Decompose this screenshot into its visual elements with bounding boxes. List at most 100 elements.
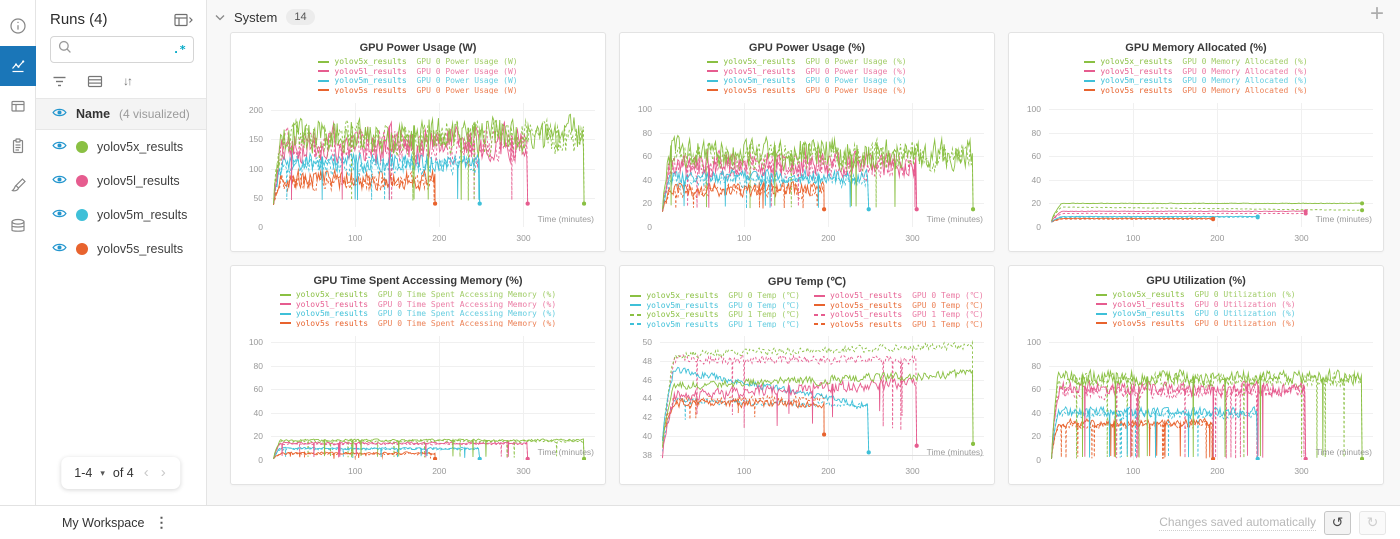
runs-name-header[interactable]: Name (4 visualized) bbox=[36, 98, 206, 130]
x-tick-label: 200 bbox=[432, 466, 447, 476]
chart-panel-gpu-memory-allocated[interactable]: GPU Memory Allocated (%) yolov5x_results… bbox=[1008, 32, 1384, 252]
legend-item[interactable]: yolov5l_results GPU 0 Power Usage (W) bbox=[318, 67, 518, 77]
legend-item[interactable]: yolov5m_results GPU 0 Utilization (%) bbox=[1096, 309, 1296, 319]
run-color-dot[interactable] bbox=[76, 209, 88, 221]
sort-icon[interactable]: ↓↑ bbox=[123, 74, 133, 88]
legend-item[interactable]: yolov5m_results GPU 0 Temp (℃) bbox=[630, 301, 800, 311]
eye-icon[interactable] bbox=[52, 242, 67, 256]
x-axis-title: Time (minutes) bbox=[537, 214, 594, 224]
legend-item[interactable]: yolov5x_results GPU 0 Temp (℃) bbox=[630, 291, 800, 301]
legend-item[interactable]: yolov5x_results GPU 0 Time Spent Accessi… bbox=[279, 290, 556, 300]
database-icon[interactable] bbox=[0, 206, 36, 246]
x-axis-title: Time (minutes) bbox=[926, 447, 983, 457]
info-icon[interactable] bbox=[0, 6, 36, 46]
runs-table-toggle-icon[interactable] bbox=[174, 13, 194, 27]
y-tick-label: 0 bbox=[258, 222, 263, 232]
x-axis-labels: 100 200 300 bbox=[271, 230, 595, 245]
workspace-name[interactable]: My Workspace bbox=[62, 515, 145, 530]
y-tick-label: 100 bbox=[1026, 103, 1041, 114]
filter-icon[interactable] bbox=[52, 75, 67, 88]
run-color-dot[interactable] bbox=[76, 141, 88, 153]
run-name[interactable]: yolov5l_results bbox=[97, 174, 180, 188]
legend-item[interactable]: yolov5x_results GPU 0 Power Usage (%) bbox=[707, 57, 907, 67]
add-panel-button[interactable]: + bbox=[1369, 0, 1384, 27]
eye-icon[interactable] bbox=[52, 208, 67, 222]
chart-panel-gpu-power-usage-pct[interactable]: GPU Power Usage (%) yolov5x_results GPU … bbox=[619, 32, 995, 252]
legend-item[interactable]: yolov5x_results GPU 1 Temp (℃) bbox=[630, 310, 800, 320]
redo-button[interactable]: ↻ bbox=[1359, 510, 1386, 535]
chart-panel-gpu-temp[interactable]: GPU Temp (℃) yolov5x_results GPU 0 Temp … bbox=[619, 265, 995, 485]
y-tick-label: 20 bbox=[642, 198, 652, 209]
search-input[interactable] bbox=[78, 42, 167, 57]
chart-canvas[interactable] bbox=[271, 336, 595, 460]
undo-button[interactable]: ↺ bbox=[1324, 510, 1351, 535]
legend-item[interactable]: yolov5s_results GPU 1 Temp (℃) bbox=[814, 320, 984, 328]
run-row[interactable]: yolov5x_results bbox=[36, 130, 206, 164]
run-name[interactable]: yolov5m_results bbox=[97, 208, 188, 222]
legend-item[interactable]: yolov5s_results GPU 0 Time Spent Accessi… bbox=[279, 319, 556, 327]
legend-item[interactable]: yolov5l_results GPU 1 Temp (℃) bbox=[814, 310, 984, 320]
chart-panel-gpu-time-accessing-memory[interactable]: GPU Time Spent Accessing Memory (%) yolo… bbox=[230, 265, 606, 485]
run-row[interactable]: yolov5m_results bbox=[36, 198, 206, 232]
regex-toggle[interactable]: .* bbox=[172, 43, 186, 56]
legend-item[interactable]: yolov5m_results GPU 1 Temp (℃) bbox=[630, 320, 800, 328]
legend-item[interactable]: yolov5m_results GPU 0 Power Usage (W) bbox=[318, 76, 518, 86]
legend-item[interactable]: yolov5s_results GPU 0 Power Usage (W) bbox=[318, 86, 518, 94]
panel-grid: GPU Power Usage (W) yolov5x_results GPU … bbox=[230, 32, 1386, 485]
legend-marker-solid bbox=[707, 89, 719, 92]
legend-item[interactable]: yolov5m_results GPU 0 Time Spent Accessi… bbox=[279, 309, 556, 319]
y-tick-label: 80 bbox=[253, 360, 263, 371]
chart-legend: yolov5x_results GPU 0 Memory Allocated (… bbox=[1009, 57, 1383, 94]
workspace-menu-icon[interactable]: ⋮ bbox=[154, 514, 169, 530]
eye-icon[interactable] bbox=[52, 174, 67, 188]
chart-canvas[interactable] bbox=[1049, 103, 1373, 227]
legend-item[interactable]: yolov5l_results GPU 0 Time Spent Accessi… bbox=[279, 300, 556, 310]
page-range[interactable]: 1-4 bbox=[74, 466, 93, 480]
page-range-caret-icon[interactable]: ▾ bbox=[100, 467, 105, 478]
chart-panel-gpu-power-usage-w[interactable]: GPU Power Usage (W) yolov5x_results GPU … bbox=[230, 32, 606, 252]
eye-icon[interactable] bbox=[52, 140, 67, 154]
prev-page-button[interactable]: ‹ bbox=[143, 464, 149, 481]
run-color-dot[interactable] bbox=[76, 175, 88, 187]
chart-canvas[interactable] bbox=[1049, 336, 1373, 460]
y-axis-labels: 0 20 40 60 80 100 bbox=[1015, 103, 1045, 232]
run-name[interactable]: yolov5x_results bbox=[97, 140, 184, 154]
legend-item[interactable]: yolov5l_results GPU 0 Memory Allocated (… bbox=[1084, 67, 1308, 77]
legend-item[interactable]: yolov5s_results GPU 0 Memory Allocated (… bbox=[1084, 86, 1308, 94]
runs-list: yolov5x_results yolov5l_results yolov5m_re… bbox=[36, 130, 206, 266]
chart-legend: yolov5x_results GPU 0 Utilization (%) yol… bbox=[1009, 290, 1383, 327]
clipboard-icon[interactable] bbox=[0, 126, 36, 166]
run-row[interactable]: yolov5l_results bbox=[36, 164, 206, 198]
run-color-dot[interactable] bbox=[76, 243, 88, 255]
legend-item[interactable]: yolov5m_results GPU 0 Power Usage (%) bbox=[707, 76, 907, 86]
run-name[interactable]: yolov5s_results bbox=[97, 242, 184, 256]
run-row[interactable]: yolov5s_results bbox=[36, 232, 206, 266]
legend-marker-solid bbox=[1084, 89, 1096, 92]
legend-item[interactable]: yolov5l_results GPU 0 Temp (℃) bbox=[814, 291, 984, 301]
line-chart-icon[interactable] bbox=[0, 46, 36, 86]
panels-icon[interactable] bbox=[0, 86, 36, 126]
legend-item[interactable]: yolov5l_results GPU 0 Power Usage (%) bbox=[707, 67, 907, 77]
chart-canvas[interactable] bbox=[660, 103, 984, 227]
legend-item[interactable]: yolov5x_results GPU 0 Utilization (%) bbox=[1096, 290, 1296, 300]
y-axis-labels: 0 50 100 150 200 bbox=[237, 103, 267, 232]
x-tick-label: 300 bbox=[905, 233, 920, 243]
chart-canvas[interactable] bbox=[271, 103, 595, 227]
next-page-button[interactable]: › bbox=[160, 464, 166, 481]
group-icon[interactable] bbox=[87, 75, 103, 88]
x-axis-title: Time (minutes) bbox=[1315, 447, 1372, 457]
chart-panel-gpu-utilization[interactable]: GPU Utilization (%) yolov5x_results GPU … bbox=[1008, 265, 1384, 485]
legend-item[interactable]: yolov5s_results GPU 0 Temp (℃) bbox=[814, 301, 984, 311]
y-tick-label: 44 bbox=[642, 393, 652, 404]
eye-icon[interactable] bbox=[52, 107, 67, 121]
legend-marker-solid bbox=[318, 70, 330, 73]
legend-item[interactable]: yolov5l_results GPU 0 Utilization (%) bbox=[1096, 300, 1296, 310]
brush-icon[interactable] bbox=[0, 166, 36, 206]
legend-item[interactable]: yolov5m_results GPU 0 Memory Allocated (… bbox=[1084, 76, 1308, 86]
legend-item[interactable]: yolov5x_results GPU 0 Power Usage (W) bbox=[318, 57, 518, 67]
legend-item[interactable]: yolov5s_results GPU 0 Utilization (%) bbox=[1096, 319, 1296, 327]
legend-item[interactable]: yolov5s_results GPU 0 Power Usage (%) bbox=[707, 86, 907, 94]
legend-item[interactable]: yolov5x_results GPU 0 Memory Allocated (… bbox=[1084, 57, 1308, 67]
system-section-header[interactable]: System 14 bbox=[215, 7, 1386, 27]
chart-canvas[interactable] bbox=[660, 336, 984, 460]
